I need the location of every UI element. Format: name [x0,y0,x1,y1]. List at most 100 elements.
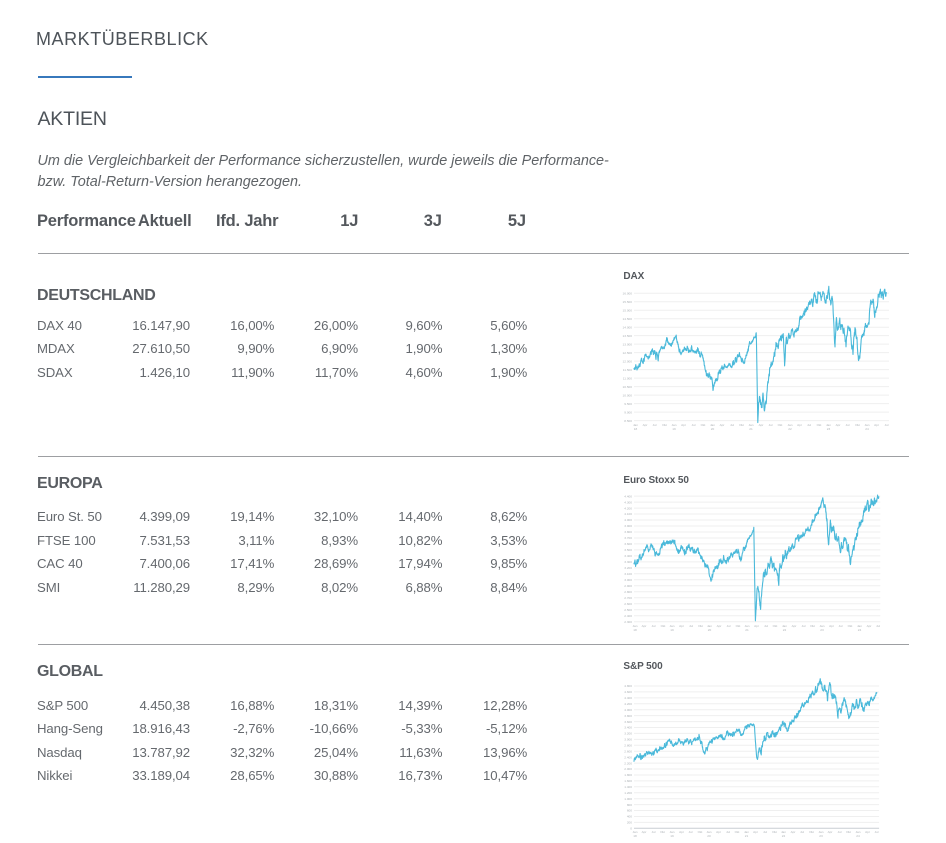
svg-text:Apr: Apr [836,423,841,427]
svg-text:Jan: Jan [856,830,861,834]
svg-text:20: 20 [708,628,712,632]
svg-text:15.000: 15.000 [623,309,633,313]
svg-text:Jan: Jan [672,423,677,427]
svg-text:Jan: Jan [826,423,831,427]
svg-text:4.400: 4.400 [624,696,632,700]
svg-text:24: 24 [865,427,869,431]
svg-text:4.100: 4.100 [624,512,632,516]
svg-text:Jul: Jul [769,423,773,427]
svg-text:Apr: Apr [720,423,725,427]
svg-text:2.900: 2.900 [624,584,632,588]
svg-text:Apr: Apr [679,830,684,834]
svg-text:3.900: 3.900 [624,524,632,528]
svg-text:Jul: Jul [763,830,767,834]
svg-text:Apr: Apr [681,423,686,427]
svg-text:4.200: 4.200 [624,702,632,706]
svg-text:Apr: Apr [642,830,647,834]
svg-text:19: 19 [672,427,676,431]
svg-text:Jan: Jan [745,624,750,628]
svg-text:14.500: 14.500 [623,317,633,321]
svg-text:Jul: Jul [838,830,842,834]
svg-text:Okt: Okt [778,423,783,427]
svg-text:Apr: Apr [679,624,684,628]
svg-text:23: 23 [827,427,831,431]
svg-text:Jul: Jul [689,624,693,628]
svg-text:Jan: Jan [633,830,638,834]
svg-text:8.500: 8.500 [624,419,632,423]
svg-text:Okt: Okt [662,423,667,427]
svg-text:Jul: Jul [800,830,804,834]
svg-text:4.000: 4.000 [624,518,632,522]
svg-text:2.000: 2.000 [624,767,632,771]
svg-text:Apr: Apr [874,423,879,427]
svg-text:400: 400 [627,815,632,819]
svg-text:3.800: 3.800 [624,530,632,534]
svg-text:21: 21 [745,834,749,838]
svg-text:3.500: 3.500 [624,548,632,552]
svg-text:Jul: Jul [730,423,734,427]
svg-text:Jul: Jul [839,624,843,628]
svg-text:Jul: Jul [652,624,656,628]
svg-text:Okt: Okt [735,830,740,834]
svg-text:3.400: 3.400 [624,726,632,730]
svg-text:2.400: 2.400 [624,756,632,760]
svg-text:Jan: Jan [819,830,824,834]
svg-text:Okt: Okt [810,624,815,628]
svg-text:Jul: Jul [885,423,889,427]
svg-text:800: 800 [627,803,632,807]
svg-text:Jan: Jan [857,624,862,628]
svg-text:Okt: Okt [809,830,814,834]
svg-text:2.400: 2.400 [624,614,632,618]
svg-text:3.200: 3.200 [624,732,632,736]
svg-text:Okt: Okt [846,830,851,834]
svg-text:1.200: 1.200 [624,791,632,795]
svg-text:18: 18 [633,628,637,632]
svg-text:Apr: Apr [791,830,796,834]
svg-text:10.000: 10.000 [623,394,633,398]
svg-text:Jan: Jan [707,624,712,628]
svg-text:22: 22 [782,834,786,838]
svg-text:Jan: Jan [633,624,638,628]
svg-text:Okt: Okt [855,423,860,427]
svg-text:1.800: 1.800 [624,773,632,777]
svg-text:600: 600 [627,809,632,813]
svg-text:Apr: Apr [797,423,802,427]
svg-text:Apr: Apr [716,830,721,834]
svg-text:2.600: 2.600 [624,602,632,606]
svg-text:21: 21 [749,427,753,431]
svg-text:3.000: 3.000 [624,578,632,582]
svg-text:Jan: Jan [865,423,870,427]
svg-text:2.200: 2.200 [624,762,632,766]
svg-text:Jul: Jul [802,624,806,628]
svg-text:1.000: 1.000 [624,797,632,801]
svg-text:Apr: Apr [642,624,647,628]
svg-text:13.000: 13.000 [623,343,633,347]
svg-text:23: 23 [820,628,824,632]
svg-text:Jan: Jan [633,423,638,427]
svg-text:19: 19 [670,834,674,838]
svg-text:3.800: 3.800 [624,714,632,718]
svg-text:4.400: 4.400 [624,495,632,499]
svg-text:Okt: Okt [661,624,666,628]
svg-text:Jan: Jan [670,830,675,834]
svg-text:9.500: 9.500 [624,402,632,406]
svg-text:Jan: Jan [820,624,825,628]
svg-text:3.400: 3.400 [624,554,632,558]
svg-text:Jul: Jul [846,423,850,427]
svg-text:Jul: Jul [653,423,657,427]
svg-text:24: 24 [858,628,862,632]
svg-text:Okt: Okt [773,624,778,628]
svg-text:Okt: Okt [701,423,706,427]
svg-text:4.600: 4.600 [624,690,632,694]
svg-text:15.500: 15.500 [623,300,633,304]
svg-text:12.500: 12.500 [623,351,633,355]
svg-text:4.000: 4.000 [624,708,632,712]
svg-text:Jul: Jul [727,624,731,628]
svg-text:16.000: 16.000 [623,292,633,296]
svg-text:Jul: Jul [807,423,811,427]
svg-text:Okt: Okt [698,624,703,628]
svg-text:Apr: Apr [759,423,764,427]
svg-text:18: 18 [633,834,637,838]
svg-text:Apr: Apr [829,624,834,628]
svg-text:Okt: Okt [817,423,822,427]
